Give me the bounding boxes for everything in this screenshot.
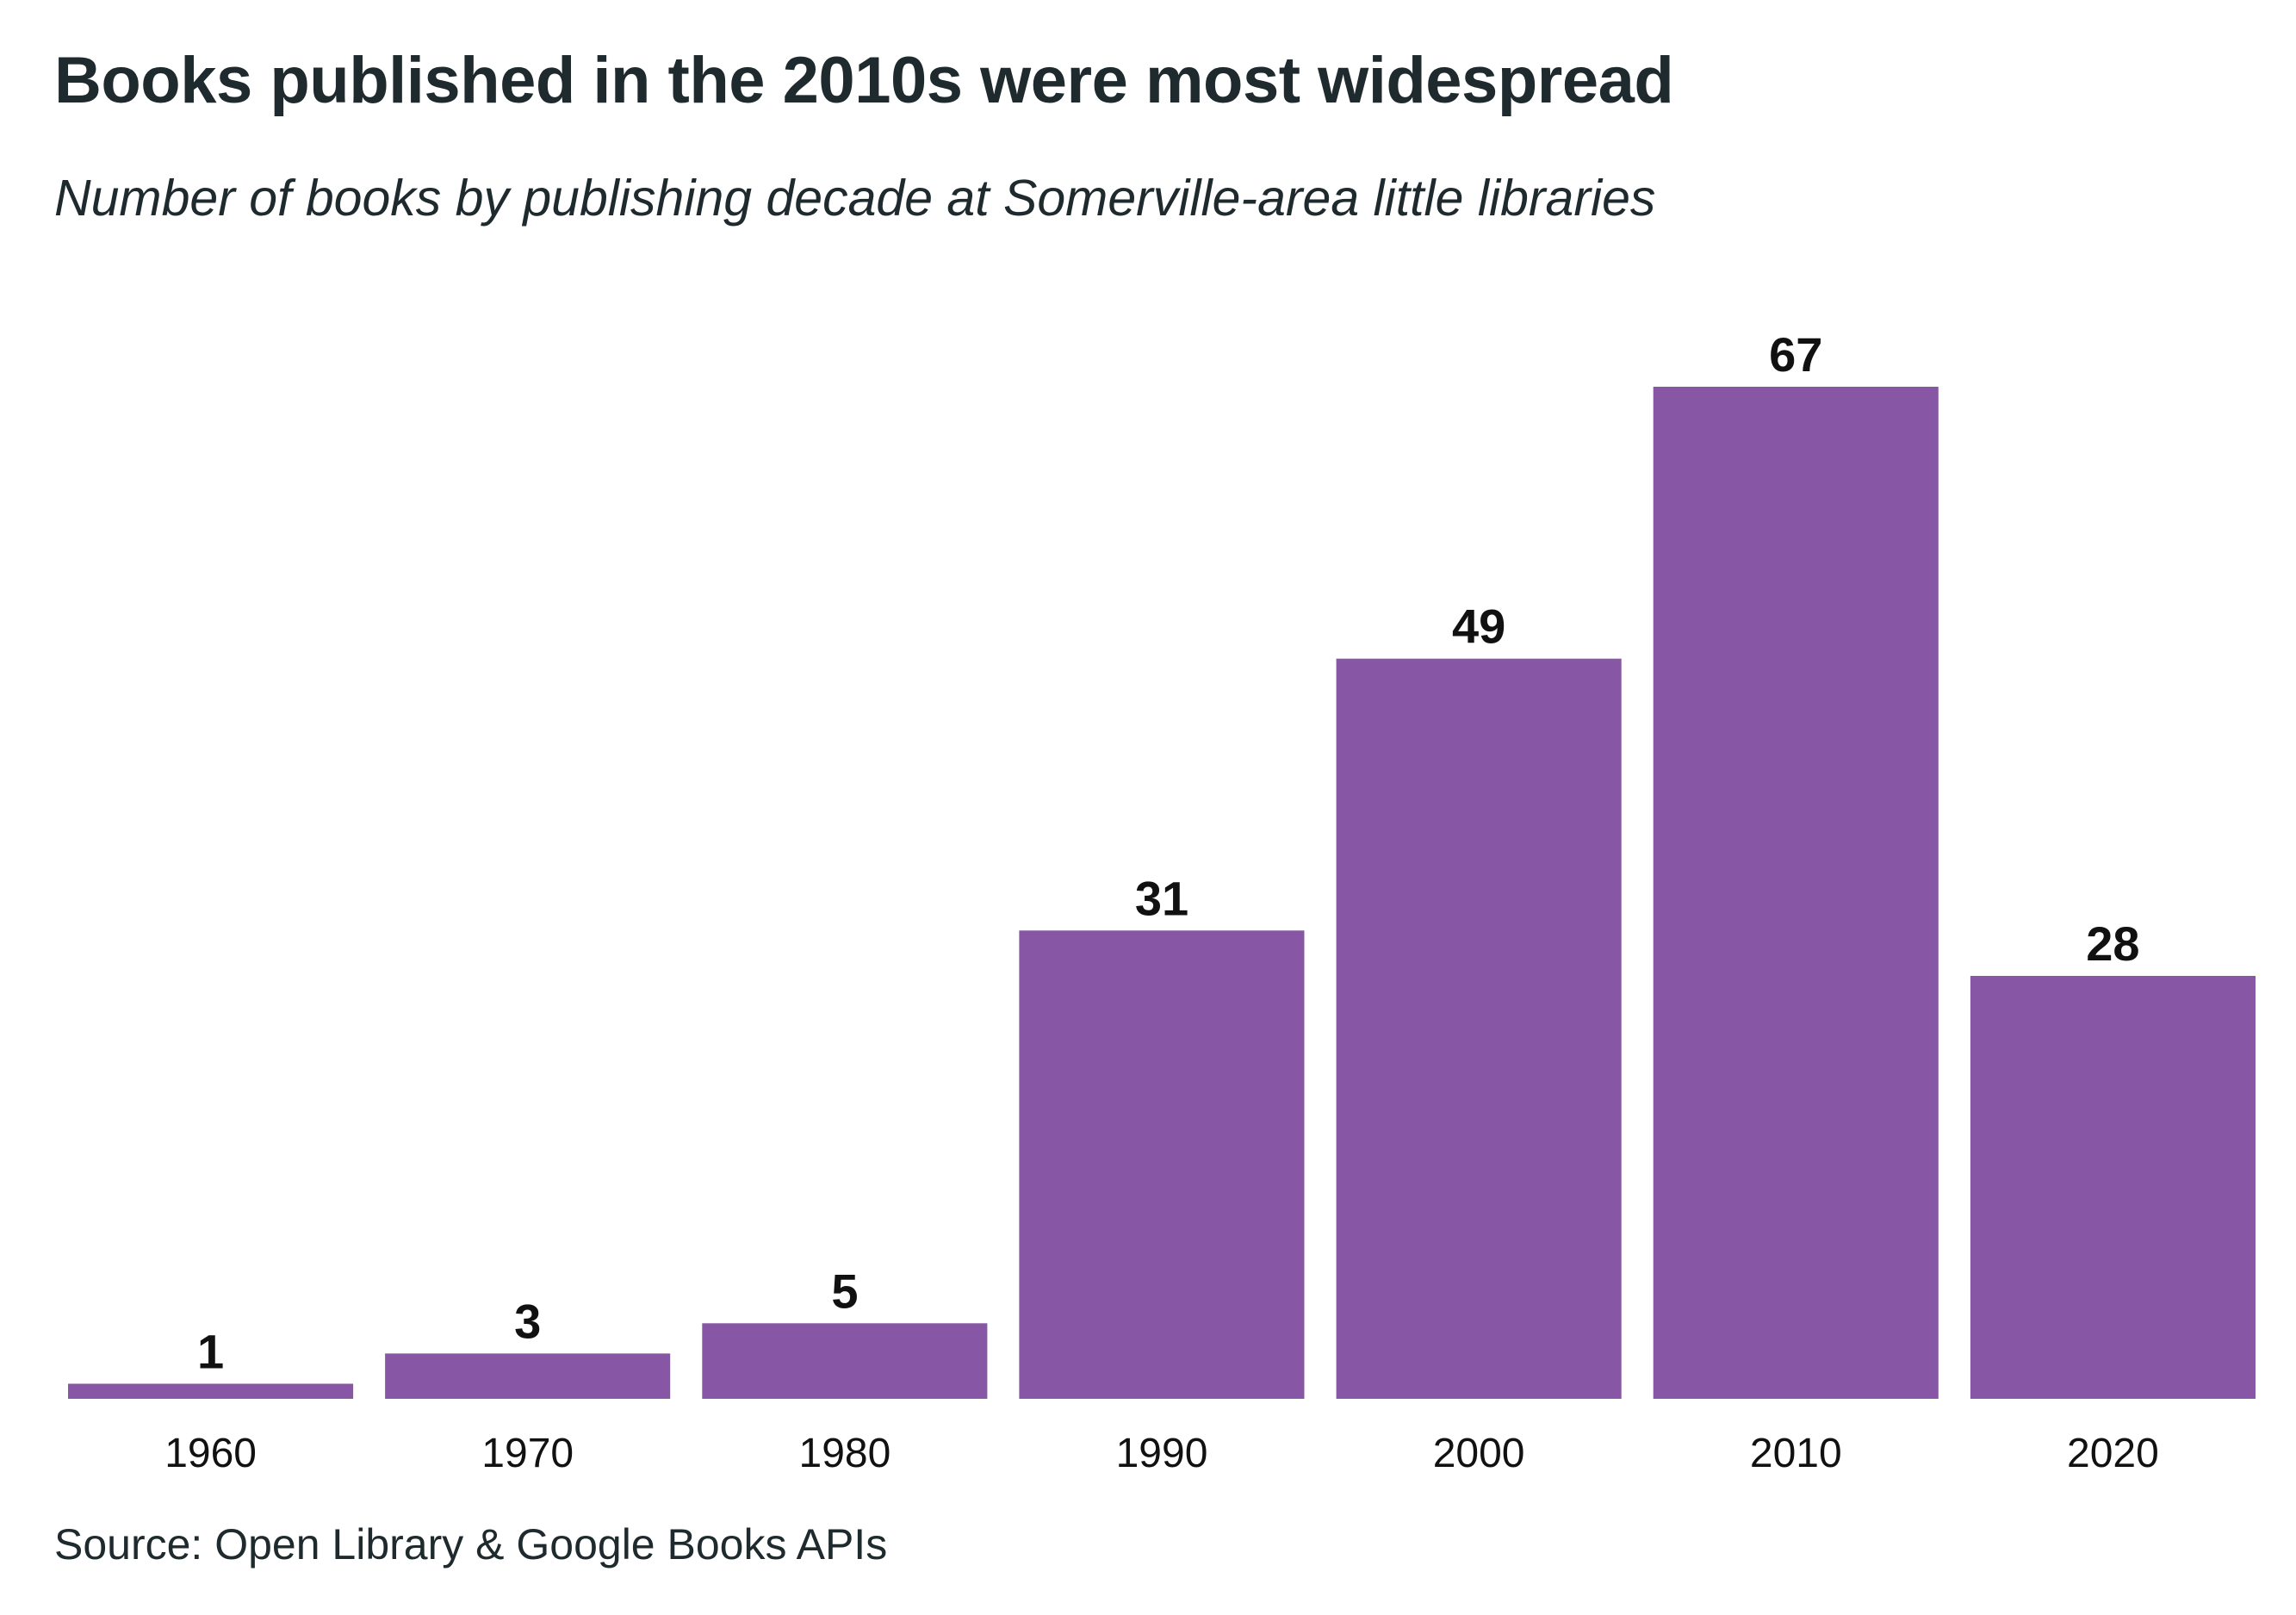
chart-subtitle: Number of books by publishing decade at …: [54, 170, 1656, 227]
x-tick-label-2020: 2020: [2067, 1431, 2159, 1476]
bar-value-label-1990: 31: [1135, 871, 1188, 925]
bars-group: [68, 387, 2256, 1399]
bar-value-label-2020: 28: [2086, 916, 2139, 971]
bar-1990: [1019, 930, 1305, 1399]
x-tick-label-1970: 1970: [481, 1431, 574, 1476]
x-tick-label-1990: 1990: [1116, 1431, 1208, 1476]
bar-value-label-1960: 1: [197, 1325, 224, 1379]
bar-value-label-1970: 3: [514, 1294, 541, 1348]
bar-value-label-1980: 5: [831, 1264, 858, 1318]
bar-2000: [1336, 658, 1622, 1399]
x-tick-label-1960: 1960: [164, 1431, 257, 1476]
bar-1980: [702, 1323, 988, 1399]
bar-1960: [68, 1383, 354, 1399]
chart-title: Books published in the 2010s were most w…: [54, 44, 1674, 117]
bar-1970: [385, 1353, 671, 1399]
bar-2020: [1970, 976, 2256, 1399]
x-axis-ticks: 1960 1970 1980 1990 2000 2010 2020: [164, 1431, 2159, 1476]
bar-2010: [1653, 387, 1939, 1399]
x-tick-label-1980: 1980: [799, 1431, 891, 1476]
chart-source: Source: Open Library & Google Books APIs: [54, 1520, 888, 1568]
x-tick-label-2000: 2000: [1433, 1431, 1525, 1476]
bar-value-label-2010: 67: [1769, 327, 1822, 382]
value-labels-group: 1 3 5 31 49 67 28: [197, 327, 2140, 1379]
bar-value-label-2000: 49: [1452, 599, 1505, 654]
x-tick-label-2010: 2010: [1750, 1431, 1842, 1476]
